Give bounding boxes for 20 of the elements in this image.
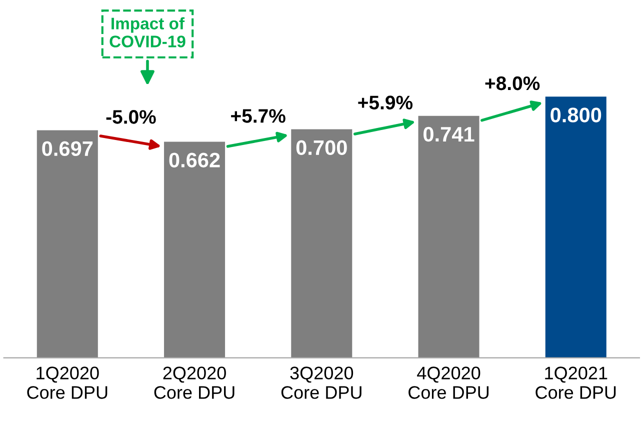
bar: [291, 129, 352, 358]
data-label: 0.741: [424, 126, 474, 142]
data-label: 0.697: [42, 141, 93, 156]
x-tick-label: 3Q2020 Core DPU: [281, 366, 362, 399]
data-label: 0.662: [169, 152, 220, 168]
text: Impact of COVID-19: [110, 17, 186, 48]
data-label: 0.700: [296, 140, 347, 156]
bar: [418, 116, 480, 358]
text: +8.0%: [485, 76, 540, 90]
data-label: 0.800: [550, 108, 602, 122]
annotation: +5.7%: [231, 109, 286, 123]
x-tick-label: 4Q2020 Core DPU: [408, 366, 488, 399]
bar: [36, 130, 98, 358]
annotation: +5.9%: [358, 96, 413, 110]
bar: [164, 142, 226, 358]
x-tick-label: 1Q2020 Core DPU: [27, 366, 108, 399]
x-tick-label: 2Q2020 Core DPU: [154, 366, 234, 399]
annotation: -5.0%: [106, 110, 156, 124]
x-tick-label: 1Q2021 Core DPU: [536, 366, 616, 399]
bar: [545, 96, 606, 358]
